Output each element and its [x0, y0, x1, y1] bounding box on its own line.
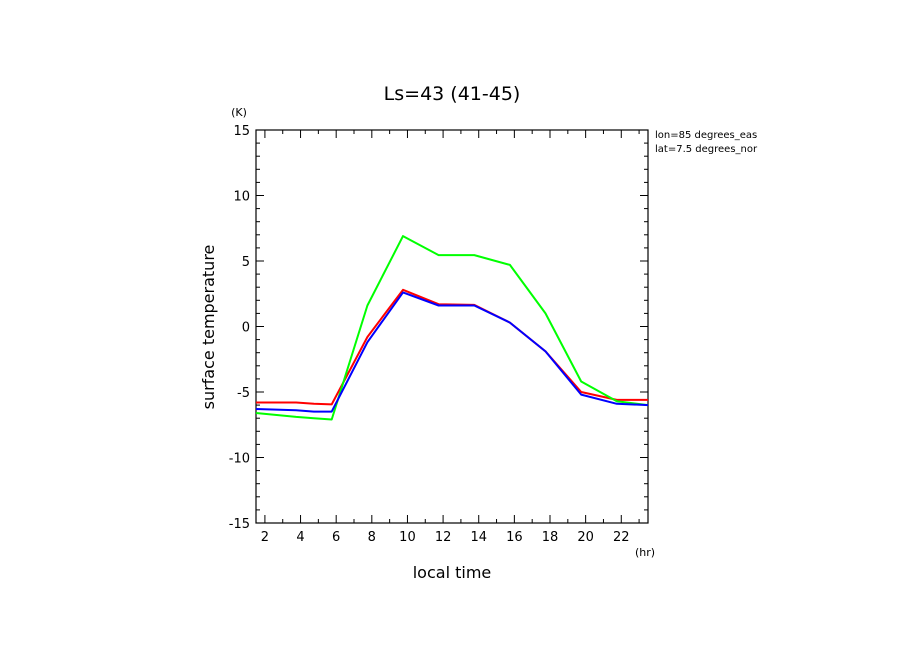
- y-tick-label: 15: [233, 124, 250, 139]
- x-tick-label: 4: [296, 530, 304, 545]
- series-line-1: [256, 288, 648, 406]
- annotation-lat: lat=7.5 degrees_nor: [655, 144, 758, 155]
- plot-area: -15 -10 -5 0 5 10 15 2 4 6 8 10 12 14 16 18 20 22: [229, 124, 649, 545]
- y-tick-label: 5: [242, 255, 250, 270]
- y-unit-label: (K): [231, 106, 247, 119]
- y-tick-label: 0: [242, 321, 250, 336]
- x-tick-label: 8: [368, 530, 376, 545]
- x-tick-label: 16: [506, 530, 523, 545]
- x-tick-label: 12: [435, 530, 452, 545]
- x-tick-label: 20: [577, 530, 594, 545]
- chart-title: Ls=43 (41-45): [384, 83, 521, 105]
- series-line-3: [255, 291, 649, 413]
- plot-frame: [255, 129, 649, 524]
- y-axis-label: surface temperature: [199, 245, 218, 410]
- y-tick-label: -15: [229, 517, 250, 532]
- x-tick-label: 6: [332, 530, 340, 545]
- y-tick-label: -10: [229, 452, 250, 467]
- x-tick-label: 10: [399, 530, 416, 545]
- annotation-lon: lon=85 degrees_eas: [655, 130, 757, 141]
- x-axis-label: local time: [413, 563, 492, 582]
- y-tick-label: -5: [237, 386, 250, 401]
- x-tick-label: 22: [613, 530, 630, 545]
- x-tick-label: 2: [261, 530, 269, 545]
- x-tick-label: 14: [470, 530, 487, 545]
- x-unit-label: (hr): [635, 546, 655, 559]
- y-tick-label: 10: [233, 190, 250, 205]
- series-line-2: [255, 235, 649, 421]
- x-tick-label: 18: [542, 530, 559, 545]
